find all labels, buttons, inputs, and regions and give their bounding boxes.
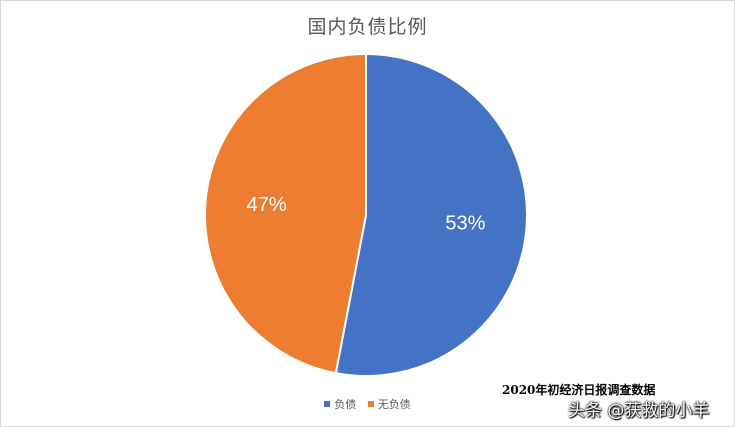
legend-swatch-debt (324, 401, 331, 407)
legend-label-debt: 负债 (334, 398, 357, 411)
source-note: 2020年初经济日报调查数据 (502, 383, 656, 397)
legend-label-no-debt: 无负债 (377, 398, 411, 411)
pie-slice-debt (334, 52, 529, 377)
watermark: 头条 @获救的小羊 (568, 401, 710, 421)
chart-title: 国内负债比例 (307, 16, 428, 38)
data-label-no-debt: 47% (247, 194, 287, 216)
legend-item-no-debt: 无负债 (367, 396, 411, 412)
legend: 负债 无负债 (1, 396, 734, 412)
legend-swatch-no-debt (367, 401, 374, 407)
pie-slice-no-debt (204, 52, 367, 375)
data-label-debt: 53% (445, 213, 485, 235)
legend-item-debt: 负债 (324, 396, 356, 412)
